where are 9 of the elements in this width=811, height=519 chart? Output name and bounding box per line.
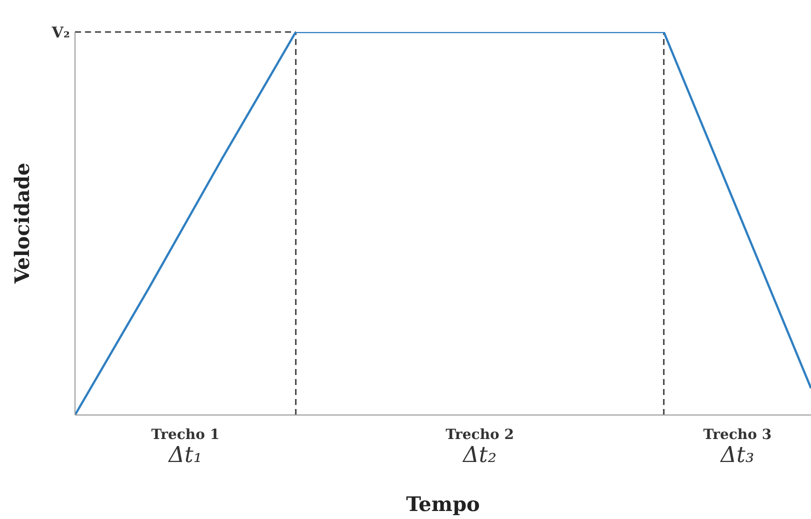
text: Δt₂ [462,443,498,468]
text: Trecho 1 [150,427,221,443]
ref-line-label: V₂ [50,23,70,42]
y-axis-title: Velocidade [10,162,34,284]
text: Δt₃ [719,443,756,468]
x-axis-title: Tempo [406,492,480,516]
text: Trecho 2 [444,427,515,443]
text: Δt₁ [167,443,204,468]
text: Trecho 3 [702,427,773,443]
